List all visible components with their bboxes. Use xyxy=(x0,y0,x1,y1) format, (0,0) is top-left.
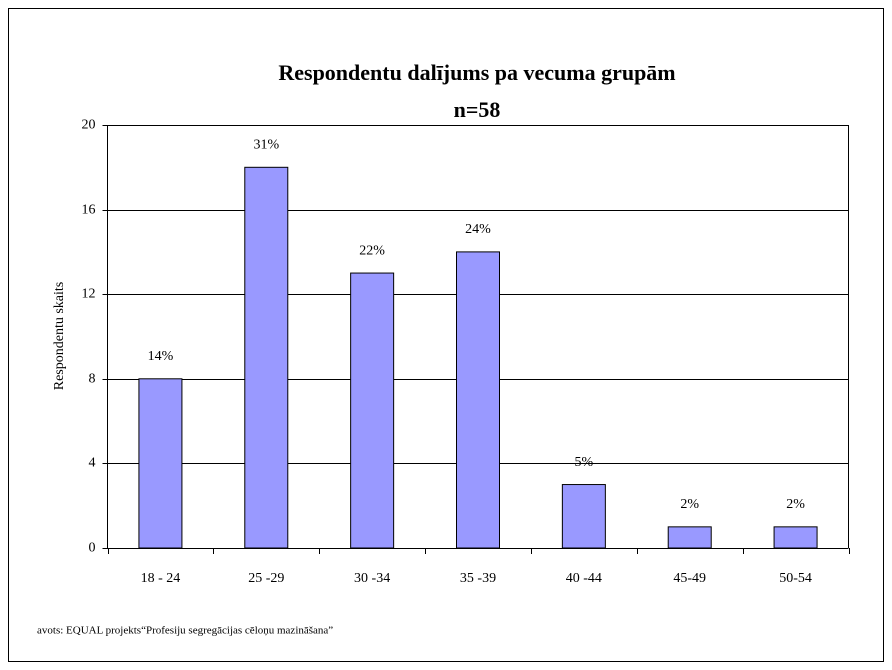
x-tick-label: 40 -44 xyxy=(566,571,602,586)
x-tick-label: 50-54 xyxy=(779,571,812,586)
x-tick-label: 45-49 xyxy=(673,571,706,586)
bar xyxy=(244,166,289,549)
y-tick-label: 8 xyxy=(89,372,96,387)
y-tick-label: 12 xyxy=(82,287,96,302)
chart-title: Respondentu dalījums pa vecuma grupām xyxy=(278,60,675,85)
y-tick-label: 4 xyxy=(89,456,96,471)
data-label: 31% xyxy=(253,138,279,153)
y-tick-label: 20 xyxy=(82,118,96,133)
x-tick-label: 30 -34 xyxy=(354,571,390,586)
x-tick-label: 18 - 24 xyxy=(141,571,181,586)
y-tick-label: 16 xyxy=(82,203,96,218)
bar xyxy=(350,272,395,549)
bar xyxy=(773,526,818,549)
data-label: 14% xyxy=(148,349,174,364)
y-axis-label: Respondentu skaits xyxy=(52,282,67,391)
source-note: avots: EQUAL projekts“Profesiju segregāc… xyxy=(37,625,333,637)
bar xyxy=(456,251,500,549)
bar xyxy=(561,484,606,549)
x-tick-label: 25 -29 xyxy=(248,571,284,586)
bar xyxy=(138,378,183,549)
data-label: 22% xyxy=(359,243,385,258)
y-tick-label: 0 xyxy=(89,541,96,556)
chart-subtitle: n=58 xyxy=(454,97,501,122)
data-label: 5% xyxy=(575,455,594,470)
data-label: 24% xyxy=(465,222,491,237)
bar xyxy=(667,526,712,549)
data-label: 2% xyxy=(786,497,805,512)
x-tick-label: 35 -39 xyxy=(460,571,496,586)
frame xyxy=(8,8,884,662)
data-label: 2% xyxy=(680,497,699,512)
